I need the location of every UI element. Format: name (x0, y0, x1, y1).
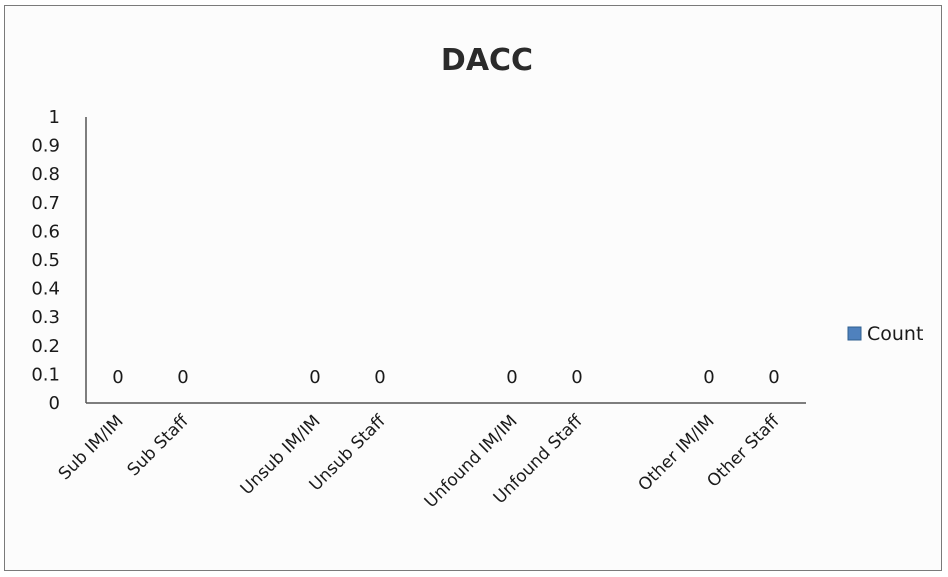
data-label: 0 (374, 367, 385, 388)
data-label: 0 (506, 367, 517, 388)
data-label: 0 (177, 367, 188, 388)
y-tick-label: 1 (49, 107, 60, 128)
legend-swatch (847, 326, 862, 341)
chart-title: DACC (441, 43, 533, 78)
data-label: 0 (309, 367, 320, 388)
y-tick-label: 0.9 (31, 136, 60, 157)
data-label: 0 (768, 367, 779, 388)
legend: Count (847, 323, 923, 345)
y-tick-label: 0.5 (31, 250, 60, 271)
chart-frame (4, 5, 942, 571)
y-tick-label: 0.4 (31, 279, 60, 300)
y-tick-label: 0.2 (31, 336, 60, 357)
data-labels: 0 0 0 0 0 0 0 0 (112, 367, 779, 388)
category-label: Sub IM/IM (55, 411, 128, 484)
y-tick-label: 0.8 (31, 164, 60, 185)
data-label: 0 (571, 367, 582, 388)
y-axis: 0 0.1 0.2 0.3 0.4 0.5 0.6 0.7 0.8 0.9 1 (31, 107, 87, 414)
y-tick-label: 0.3 (31, 307, 60, 328)
data-label: 0 (703, 367, 714, 388)
category-label: Sub Staff (124, 410, 194, 480)
y-tick-label: 0 (49, 393, 60, 414)
category-label: Other IM/IM (635, 411, 719, 495)
y-tick-label: 0.1 (31, 364, 60, 385)
y-tick-label: 0.7 (31, 193, 60, 214)
data-label: 0 (112, 367, 123, 388)
y-tick-label: 0.6 (31, 221, 60, 242)
legend-label: Count (867, 323, 923, 345)
